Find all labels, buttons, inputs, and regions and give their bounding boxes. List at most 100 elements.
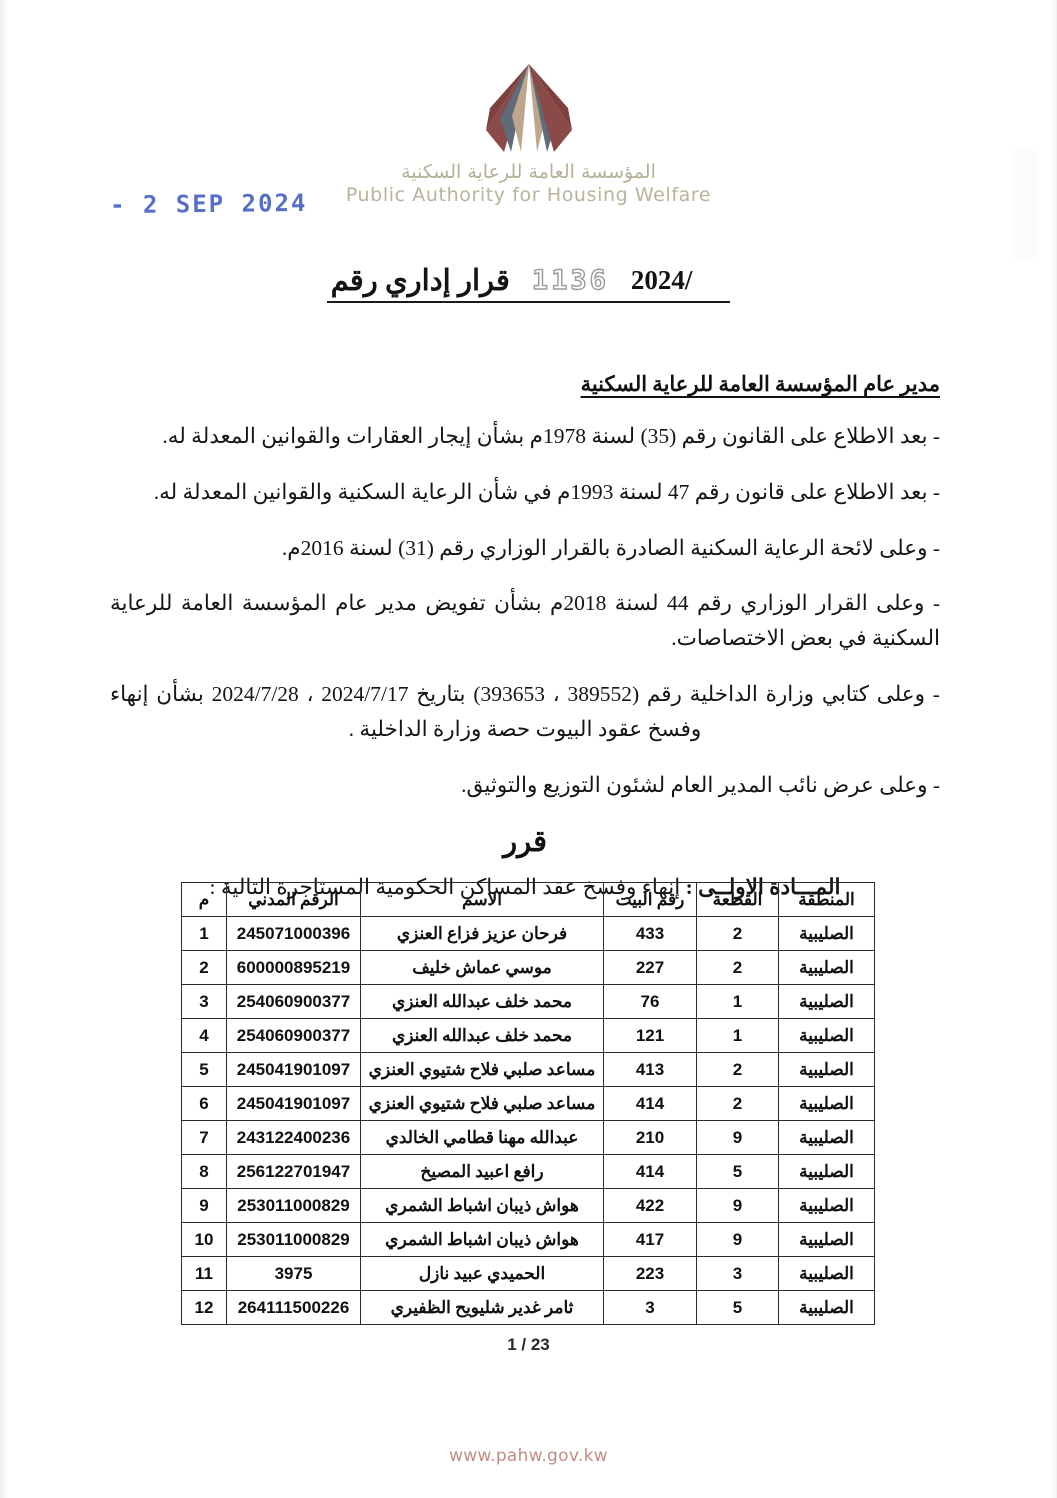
scan-smudge-artifact bbox=[1012, 150, 1038, 260]
decision-number-stamp: 1136 bbox=[531, 264, 609, 296]
scan-edge-artifact-left bbox=[0, 0, 9, 1498]
housing-contracts-table: المنطقة القطعة رقم البيت الاسم الرقم الم… bbox=[181, 882, 875, 1325]
cell-civil-id: 600000895219 bbox=[226, 950, 361, 985]
cell-name: ثامر غدير شليويح الظفيري bbox=[360, 1290, 604, 1325]
document-body: مدير عام المؤسسة العامة للرعاية السكنية … bbox=[110, 372, 940, 914]
column-header-block: القطعة bbox=[696, 882, 779, 917]
cell-name: هواش ذيبان اشباط الشمري bbox=[360, 1188, 604, 1223]
housing-contracts-table-wrapper: المنطقة القطعة رقم البيت الاسم الرقم الم… bbox=[181, 882, 875, 1325]
cell-name: هواش ذيبان اشباط الشمري bbox=[360, 1222, 604, 1257]
table-header-row: المنطقة القطعة رقم البيت الاسم الرقم الم… bbox=[181, 882, 875, 917]
cell-name: مساعد صلبي فلاح شتيوي العنزي bbox=[360, 1052, 604, 1087]
cell-house-no: 414 bbox=[603, 1086, 697, 1121]
cell-block: 5 bbox=[696, 1290, 779, 1325]
cell-region: الصليبية bbox=[778, 950, 875, 985]
clause-item: - وعلى القرار الوزاري رقم 44 لسنة 2018م … bbox=[110, 591, 940, 651]
cell-block: 1 bbox=[696, 1018, 779, 1053]
cell-name: موسي عماش خليف bbox=[360, 950, 604, 985]
cell-civil-id: 3975 bbox=[226, 1256, 361, 1291]
cell-civil-id: 256122701947 bbox=[226, 1154, 361, 1189]
column-header-house-no: رقم البيت bbox=[603, 882, 697, 917]
table-row: الصليبية 5 3 ثامر غدير شليويح الظفيري 264111… bbox=[181, 1290, 875, 1325]
clause-item: - وعلى لائحة الرعاية السكنية الصادرة بال… bbox=[281, 535, 940, 560]
cell-region: الصليبية bbox=[778, 1188, 875, 1223]
cell-seq: 10 bbox=[181, 1222, 227, 1257]
cell-civil-id: 264111500226 bbox=[226, 1290, 361, 1325]
cell-house-no: 417 bbox=[603, 1222, 697, 1257]
cell-civil-id: 253011000829 bbox=[226, 1222, 361, 1257]
cell-region: الصليبية bbox=[778, 1018, 875, 1053]
table-row: الصليبية 9 417 هواش ذيبان اشباط الشمري 25301… bbox=[181, 1222, 875, 1257]
logo-arabic-name: المؤسسة العامة للرعاية السكنية bbox=[401, 161, 656, 183]
table-row: الصليبية 1 76 محمد خلف عبدالله العنزي 254060… bbox=[181, 984, 875, 1019]
column-header-region: المنطقة bbox=[778, 882, 875, 917]
cell-block: 2 bbox=[696, 1086, 779, 1121]
clause-item: - وعلى كتابي وزارة الداخلية رقم (389552 … bbox=[110, 682, 940, 741]
cell-house-no: 422 bbox=[603, 1188, 697, 1223]
cell-civil-id: 245071000396 bbox=[226, 916, 361, 951]
cell-house-no: 413 bbox=[603, 1052, 697, 1087]
table-row: الصليبية 5 414 رافع اعبيد المصيخ 25612270194… bbox=[181, 1154, 875, 1189]
cell-seq: 1 bbox=[181, 916, 227, 951]
cell-seq: 5 bbox=[181, 1052, 227, 1087]
cell-region: الصليبية bbox=[778, 1086, 875, 1121]
cell-region: الصليبية bbox=[778, 916, 875, 951]
cell-region: الصليبية bbox=[778, 1120, 875, 1155]
cell-region: الصليبية bbox=[778, 1222, 875, 1257]
cell-seq: 8 bbox=[181, 1154, 227, 1189]
cell-name: الحميدي عبيد نازل bbox=[360, 1256, 604, 1291]
cell-seq: 2 bbox=[181, 950, 227, 985]
cell-region: الصليبية bbox=[778, 1290, 875, 1325]
cell-name: فرحان عزيز فزاع العنزي bbox=[360, 916, 604, 951]
cell-block: 9 bbox=[696, 1188, 779, 1223]
cell-seq: 12 bbox=[181, 1290, 227, 1325]
cell-name: عبدالله مهنا قطامي الخالدي bbox=[360, 1120, 604, 1155]
cell-house-no: 414 bbox=[603, 1154, 697, 1189]
cell-seq: 11 bbox=[181, 1256, 227, 1291]
cell-civil-id: 253011000829 bbox=[226, 1188, 361, 1223]
cell-block: 2 bbox=[696, 950, 779, 985]
cell-house-no: 121 bbox=[603, 1018, 697, 1053]
logo-english-name: Public Authority for Housing Welfare bbox=[345, 184, 712, 206]
decision-title-arabic: قرار إداري رقم bbox=[330, 265, 510, 297]
table-body: الصليبية 2 433 فرحان عزيز فزاع العنزي 245071… bbox=[181, 916, 875, 1325]
cell-block: 9 bbox=[696, 1222, 779, 1257]
cell-name: رافع اعبيد المصيخ bbox=[360, 1154, 604, 1189]
footer-website-url: www.pahw.gov.kw bbox=[449, 1446, 608, 1466]
cell-house-no: 227 bbox=[603, 950, 697, 985]
table-row: الصليبية 2 433 فرحان عزيز فزاع العنزي 245071… bbox=[181, 916, 875, 951]
cell-name: مساعد صلبي فلاح شتيوي العنزي bbox=[360, 1086, 604, 1121]
cell-region: الصليبية bbox=[778, 1052, 875, 1087]
cell-house-no: 223 bbox=[603, 1256, 697, 1291]
cell-block: 3 bbox=[696, 1256, 779, 1291]
housing-chevron-logo-icon bbox=[485, 64, 572, 152]
table-row: الصليبية 2 414 مساعد صلبي فلاح شتيوي العنزي… bbox=[181, 1086, 875, 1121]
decision-title: 2024/1136 قرار إداري رقم bbox=[0, 263, 1057, 303]
cell-seq: 7 bbox=[181, 1120, 227, 1155]
cell-civil-id: 254060900377 bbox=[226, 984, 361, 1019]
table-row: الصليبية 2 227 موسي عماش خليف 600000895219 2 bbox=[181, 950, 875, 985]
decision-year: 2024/ bbox=[630, 265, 693, 295]
decision-keyword: قرر bbox=[503, 825, 547, 858]
decision-title-underlined: 2024/1136 قرار إداري رقم bbox=[326, 263, 731, 303]
cell-seq: 6 bbox=[181, 1086, 227, 1121]
cell-block: 5 bbox=[696, 1154, 779, 1189]
table-row: الصليبية 9 422 هواش ذيبان اشباط الشمري 25301… bbox=[181, 1188, 875, 1223]
cell-region: الصليبية bbox=[778, 1154, 875, 1189]
cell-block: 2 bbox=[696, 1052, 779, 1087]
cell-seq: 4 bbox=[181, 1018, 227, 1053]
addressee-heading: مدير عام المؤسسة العامة للرعاية السكنية bbox=[580, 372, 940, 396]
column-header-name: الاسم bbox=[360, 882, 604, 917]
cell-house-no: 76 bbox=[603, 984, 697, 1019]
cell-seq: 3 bbox=[181, 984, 227, 1019]
cell-civil-id: 243122400236 bbox=[226, 1120, 361, 1155]
column-header-seq: م bbox=[181, 882, 227, 917]
clause-item: - بعد الاطلاع على القانون رقم (35) لسنة … bbox=[162, 424, 940, 448]
table-row: الصليبية 2 413 مساعد صلبي فلاح شتيوي العنزي… bbox=[181, 1052, 875, 1087]
cell-seq: 9 bbox=[181, 1188, 227, 1223]
cell-block: 2 bbox=[696, 916, 779, 951]
cell-name: محمد خلف عبدالله العنزي bbox=[360, 984, 604, 1019]
organization-logo-block: المؤسسة العامة للرعاية السكنية Public Au… bbox=[0, 60, 1057, 206]
cell-house-no: 433 bbox=[603, 916, 697, 951]
